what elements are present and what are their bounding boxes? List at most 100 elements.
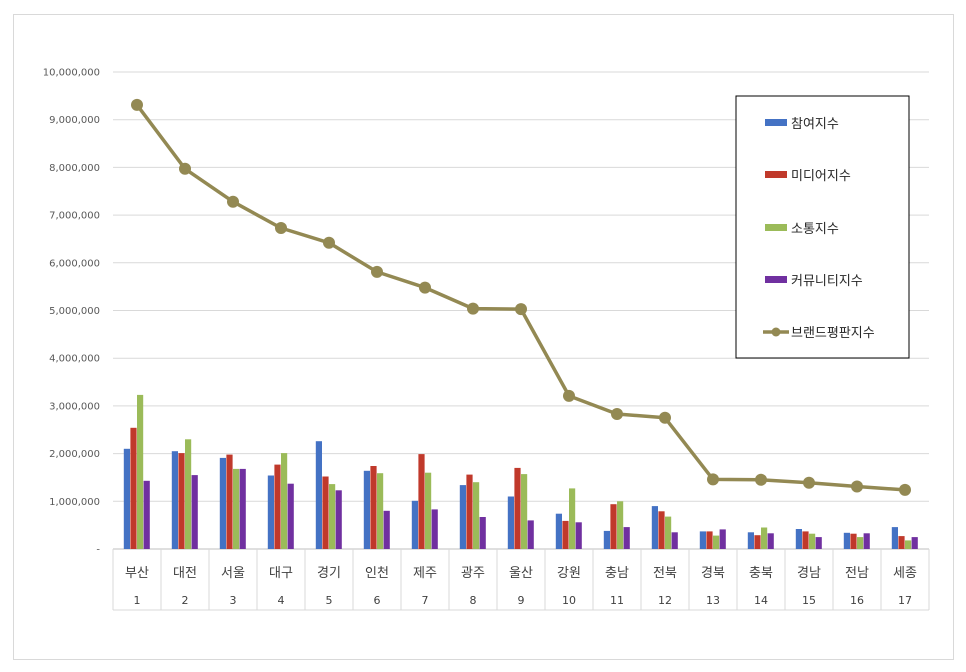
legend-swatch [765,119,787,126]
line-point [515,303,527,316]
y-tick-label: 5,000,000 [49,306,100,317]
line-point [131,98,143,111]
line-point [899,483,911,496]
line-point [179,162,191,175]
legend-label: 미디어지수 [791,169,851,184]
rank-label: 14 [754,594,768,607]
category-label: 전남 [845,566,869,581]
bar [191,475,198,549]
bar [473,482,480,549]
rank-label: 13 [706,594,720,607]
bar [178,453,185,549]
bar [287,483,294,549]
y-tick-label: 9,000,000 [49,115,100,126]
legend-label: 소통지수 [791,222,839,237]
rank-label: 4 [278,594,285,607]
x-axis-table: 부산 1 대전 2 서울 3 대구 4 경기 5 인천 6 제주 7 광주 8 울산 9 강원 10 충남 11 전북 12 경… [112,549,930,611]
y-tick-label: 4,000,000 [49,354,100,365]
bar [527,520,534,549]
bar [898,536,905,549]
bar [802,531,809,549]
y-tick-label: 1,000,000 [49,497,100,508]
rank-label: 3 [230,594,237,607]
category-label: 세종 [893,566,917,581]
bar [891,527,898,549]
bar [226,454,233,549]
bar [479,517,486,549]
bar [555,513,562,549]
y-tick-label: 7,000,000 [49,211,100,222]
rank-label: 9 [518,594,525,607]
category-label: 충북 [749,566,773,581]
bar [719,529,726,549]
bar [857,537,864,549]
line-point [659,411,671,424]
bar [699,531,706,549]
bar [431,509,438,549]
bar [185,439,192,549]
bar [507,496,514,549]
bars [123,394,918,549]
category-label: 서울 [221,566,245,581]
rank-label: 8 [470,594,477,607]
bar [370,466,377,549]
bar [603,530,610,549]
bar [815,537,822,549]
bar [671,532,678,549]
bar [713,535,720,549]
bar [905,540,912,549]
bar [137,394,144,549]
line-point [707,473,719,486]
legend-swatch [765,224,787,231]
category-label: 경북 [701,566,725,581]
bar [658,511,665,549]
rank-label: 17 [898,594,912,607]
rank-label: 12 [658,594,672,607]
line-point [803,476,815,489]
bar [610,504,617,549]
category-label: 울산 [509,566,533,581]
bar [130,427,137,549]
bar [850,533,857,549]
bar [575,522,582,549]
bar [459,485,466,549]
bar [239,468,246,549]
legend-box [735,95,910,359]
bar [411,500,418,549]
line-point [755,473,767,486]
y-tick-label: 10,000,000 [43,68,100,79]
bar [754,535,761,549]
line-point [323,236,335,249]
bar [171,451,178,549]
rank-label: 11 [610,594,624,607]
rank-label: 10 [562,594,576,607]
rank-label: 7 [422,594,429,607]
bar [233,468,240,549]
y-axis-ticks: - 1,000,000 2,000,000 3,000,000 4,000,000 5,0… [43,68,101,556]
bar [425,472,432,549]
bar [383,510,390,549]
line-point [851,480,863,493]
bar [617,501,624,549]
bar [795,529,802,549]
category-label: 대구 [269,566,293,581]
bar [315,441,322,549]
bar [706,531,713,549]
bar [747,532,754,549]
line-point [419,281,431,294]
category-label: 경기 [317,566,341,581]
bar [329,484,336,549]
rank-label: 16 [850,594,864,607]
legend-label: 커뮤니티지수 [791,274,863,289]
bar [335,490,342,549]
legend-marker [771,327,781,337]
line-point [275,222,287,234]
category-label: 인천 [365,566,389,581]
y-tick-label: 6,000,000 [49,258,100,269]
y-tick-label: 2,000,000 [49,449,100,460]
bar [809,533,816,549]
category-label: 경남 [797,566,821,581]
category-label: 부산 [125,566,149,581]
rank-label: 2 [182,594,189,607]
